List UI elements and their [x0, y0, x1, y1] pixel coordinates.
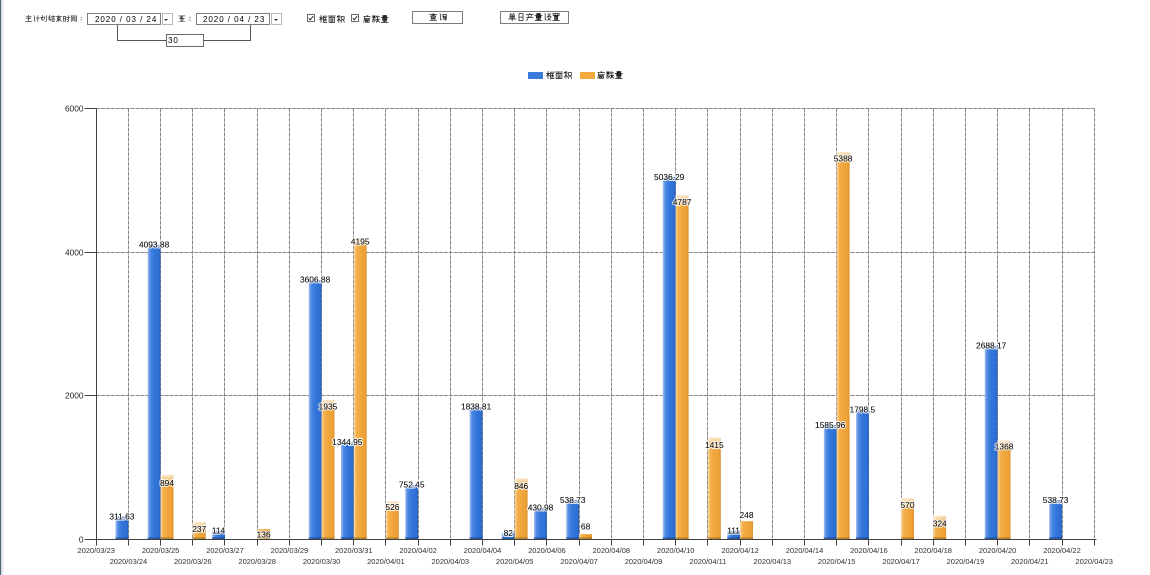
svg-text:2020/03/29: 2020/03/29: [271, 546, 309, 555]
svg-text:1935: 1935: [319, 402, 338, 412]
svg-text:114: 114: [212, 526, 226, 536]
svg-text:2020/04/15: 2020/04/15: [818, 557, 856, 566]
svg-text:2020/04/23: 2020/04/23: [1075, 557, 1113, 566]
svg-text:2020/03/31: 2020/03/31: [335, 546, 373, 555]
svg-text:846: 846: [514, 481, 528, 491]
svg-text:82: 82: [504, 528, 514, 538]
svg-text:136: 136: [257, 529, 271, 539]
svg-text:2020/04/04: 2020/04/04: [464, 546, 502, 555]
svg-text:2020/04/06: 2020/04/06: [528, 546, 566, 555]
svg-text:752.45: 752.45: [399, 480, 425, 490]
svg-text:2020/04/12: 2020/04/12: [721, 546, 759, 555]
svg-text:3606.88: 3606.88: [300, 275, 331, 285]
svg-text:4195: 4195: [351, 237, 370, 247]
svg-text:4000: 4000: [65, 247, 84, 257]
svg-text:4093.88: 4093.88: [139, 240, 170, 250]
svg-text:4093.88: 4093.88: [139, 240, 170, 250]
svg-text:752.45: 752.45: [399, 480, 425, 490]
svg-text:430.98: 430.98: [528, 503, 554, 513]
svg-text:114: 114: [212, 526, 226, 536]
svg-text:237: 237: [192, 524, 206, 534]
svg-text:538.73: 538.73: [1043, 495, 1069, 505]
svg-text:2688.17: 2688.17: [976, 341, 1007, 351]
svg-text:2020/04/16: 2020/04/16: [850, 546, 888, 555]
svg-text:2020/04/21: 2020/04/21: [1011, 557, 1049, 566]
svg-text:894: 894: [160, 478, 174, 488]
svg-text:4787: 4787: [673, 197, 692, 207]
svg-text:430.98: 430.98: [528, 503, 554, 513]
svg-text:68: 68: [581, 522, 591, 532]
svg-text:1344.95: 1344.95: [332, 437, 363, 447]
svg-text:2020/03/28: 2020/03/28: [238, 557, 276, 566]
svg-text:2020/04/11: 2020/04/11: [689, 557, 726, 566]
svg-text:538.73: 538.73: [560, 495, 586, 505]
svg-text:526: 526: [385, 502, 399, 512]
svg-text:2020/04/13: 2020/04/13: [754, 557, 792, 566]
svg-text:2020/04/05: 2020/04/05: [496, 557, 534, 566]
svg-text:1344.95: 1344.95: [332, 437, 363, 447]
svg-text:2020/03/26: 2020/03/26: [174, 557, 212, 566]
svg-text:1368: 1368: [995, 442, 1014, 452]
svg-text:2020/04/03: 2020/04/03: [432, 557, 470, 566]
svg-text:2020/03/24: 2020/03/24: [110, 557, 148, 566]
svg-text:1585.96: 1585.96: [815, 420, 846, 430]
svg-text:2020/04/20: 2020/04/20: [979, 546, 1017, 555]
svg-text:6000: 6000: [65, 103, 84, 113]
svg-text:311.63: 311.63: [109, 511, 134, 521]
svg-text:5388: 5388: [834, 154, 853, 164]
svg-text:526: 526: [385, 502, 399, 512]
svg-text:1415: 1415: [705, 440, 724, 450]
svg-text:2020/04/08: 2020/04/08: [593, 546, 631, 555]
svg-text:0: 0: [79, 534, 84, 544]
svg-text:5036.29: 5036.29: [654, 172, 685, 182]
svg-text:2020/03/27: 2020/03/27: [206, 546, 244, 555]
svg-text:111: 111: [727, 526, 740, 536]
svg-text:2000: 2000: [65, 390, 84, 400]
svg-text:5388: 5388: [834, 154, 853, 164]
svg-text:2020/04/14: 2020/04/14: [786, 546, 824, 555]
svg-text:111: 111: [727, 526, 740, 536]
svg-text:136: 136: [257, 529, 271, 539]
svg-text:2020/04/01: 2020/04/01: [367, 557, 405, 566]
svg-text:538.73: 538.73: [1043, 495, 1069, 505]
svg-text:1838.81: 1838.81: [461, 402, 492, 412]
svg-text:846: 846: [514, 481, 528, 491]
svg-text:248: 248: [740, 510, 754, 520]
svg-text:2020/04/19: 2020/04/19: [947, 557, 985, 566]
svg-text:2688.17: 2688.17: [976, 341, 1007, 351]
svg-text:1585.96: 1585.96: [815, 420, 846, 430]
svg-text:4787: 4787: [673, 197, 692, 207]
svg-text:82: 82: [504, 528, 514, 538]
svg-text:311.63: 311.63: [109, 511, 134, 521]
svg-text:570: 570: [901, 500, 915, 510]
svg-text:324: 324: [933, 519, 947, 529]
svg-text:237: 237: [192, 524, 206, 534]
svg-text:4195: 4195: [351, 237, 370, 247]
svg-text:894: 894: [160, 478, 174, 488]
svg-text:2020/04/18: 2020/04/18: [914, 546, 952, 555]
svg-text:2020/04/07: 2020/04/07: [560, 557, 598, 566]
svg-text:2020/03/25: 2020/03/25: [142, 546, 180, 555]
svg-text:324: 324: [933, 519, 947, 529]
svg-text:1415: 1415: [705, 440, 724, 450]
svg-text:248: 248: [740, 510, 754, 520]
svg-text:570: 570: [901, 500, 915, 510]
svg-text:1935: 1935: [319, 402, 338, 412]
svg-text:2020/04/09: 2020/04/09: [625, 557, 663, 566]
svg-text:1798.5: 1798.5: [850, 405, 876, 415]
svg-text:2020/04/22: 2020/04/22: [1043, 546, 1081, 555]
svg-text:5036.29: 5036.29: [654, 172, 685, 182]
svg-text:3606.88: 3606.88: [300, 275, 331, 285]
svg-text:2020/03/30: 2020/03/30: [303, 557, 341, 566]
svg-text:538.73: 538.73: [560, 495, 586, 505]
svg-text:2020/04/02: 2020/04/02: [399, 546, 437, 555]
svg-text:1368: 1368: [995, 442, 1014, 452]
svg-text:2020/04/10: 2020/04/10: [657, 546, 695, 555]
svg-text:2020/03/23: 2020/03/23: [77, 546, 115, 555]
svg-text:68: 68: [581, 522, 591, 532]
svg-text:1838.81: 1838.81: [461, 402, 492, 412]
svg-text:2020/04/17: 2020/04/17: [882, 557, 920, 566]
svg-text:1798.5: 1798.5: [850, 405, 876, 415]
